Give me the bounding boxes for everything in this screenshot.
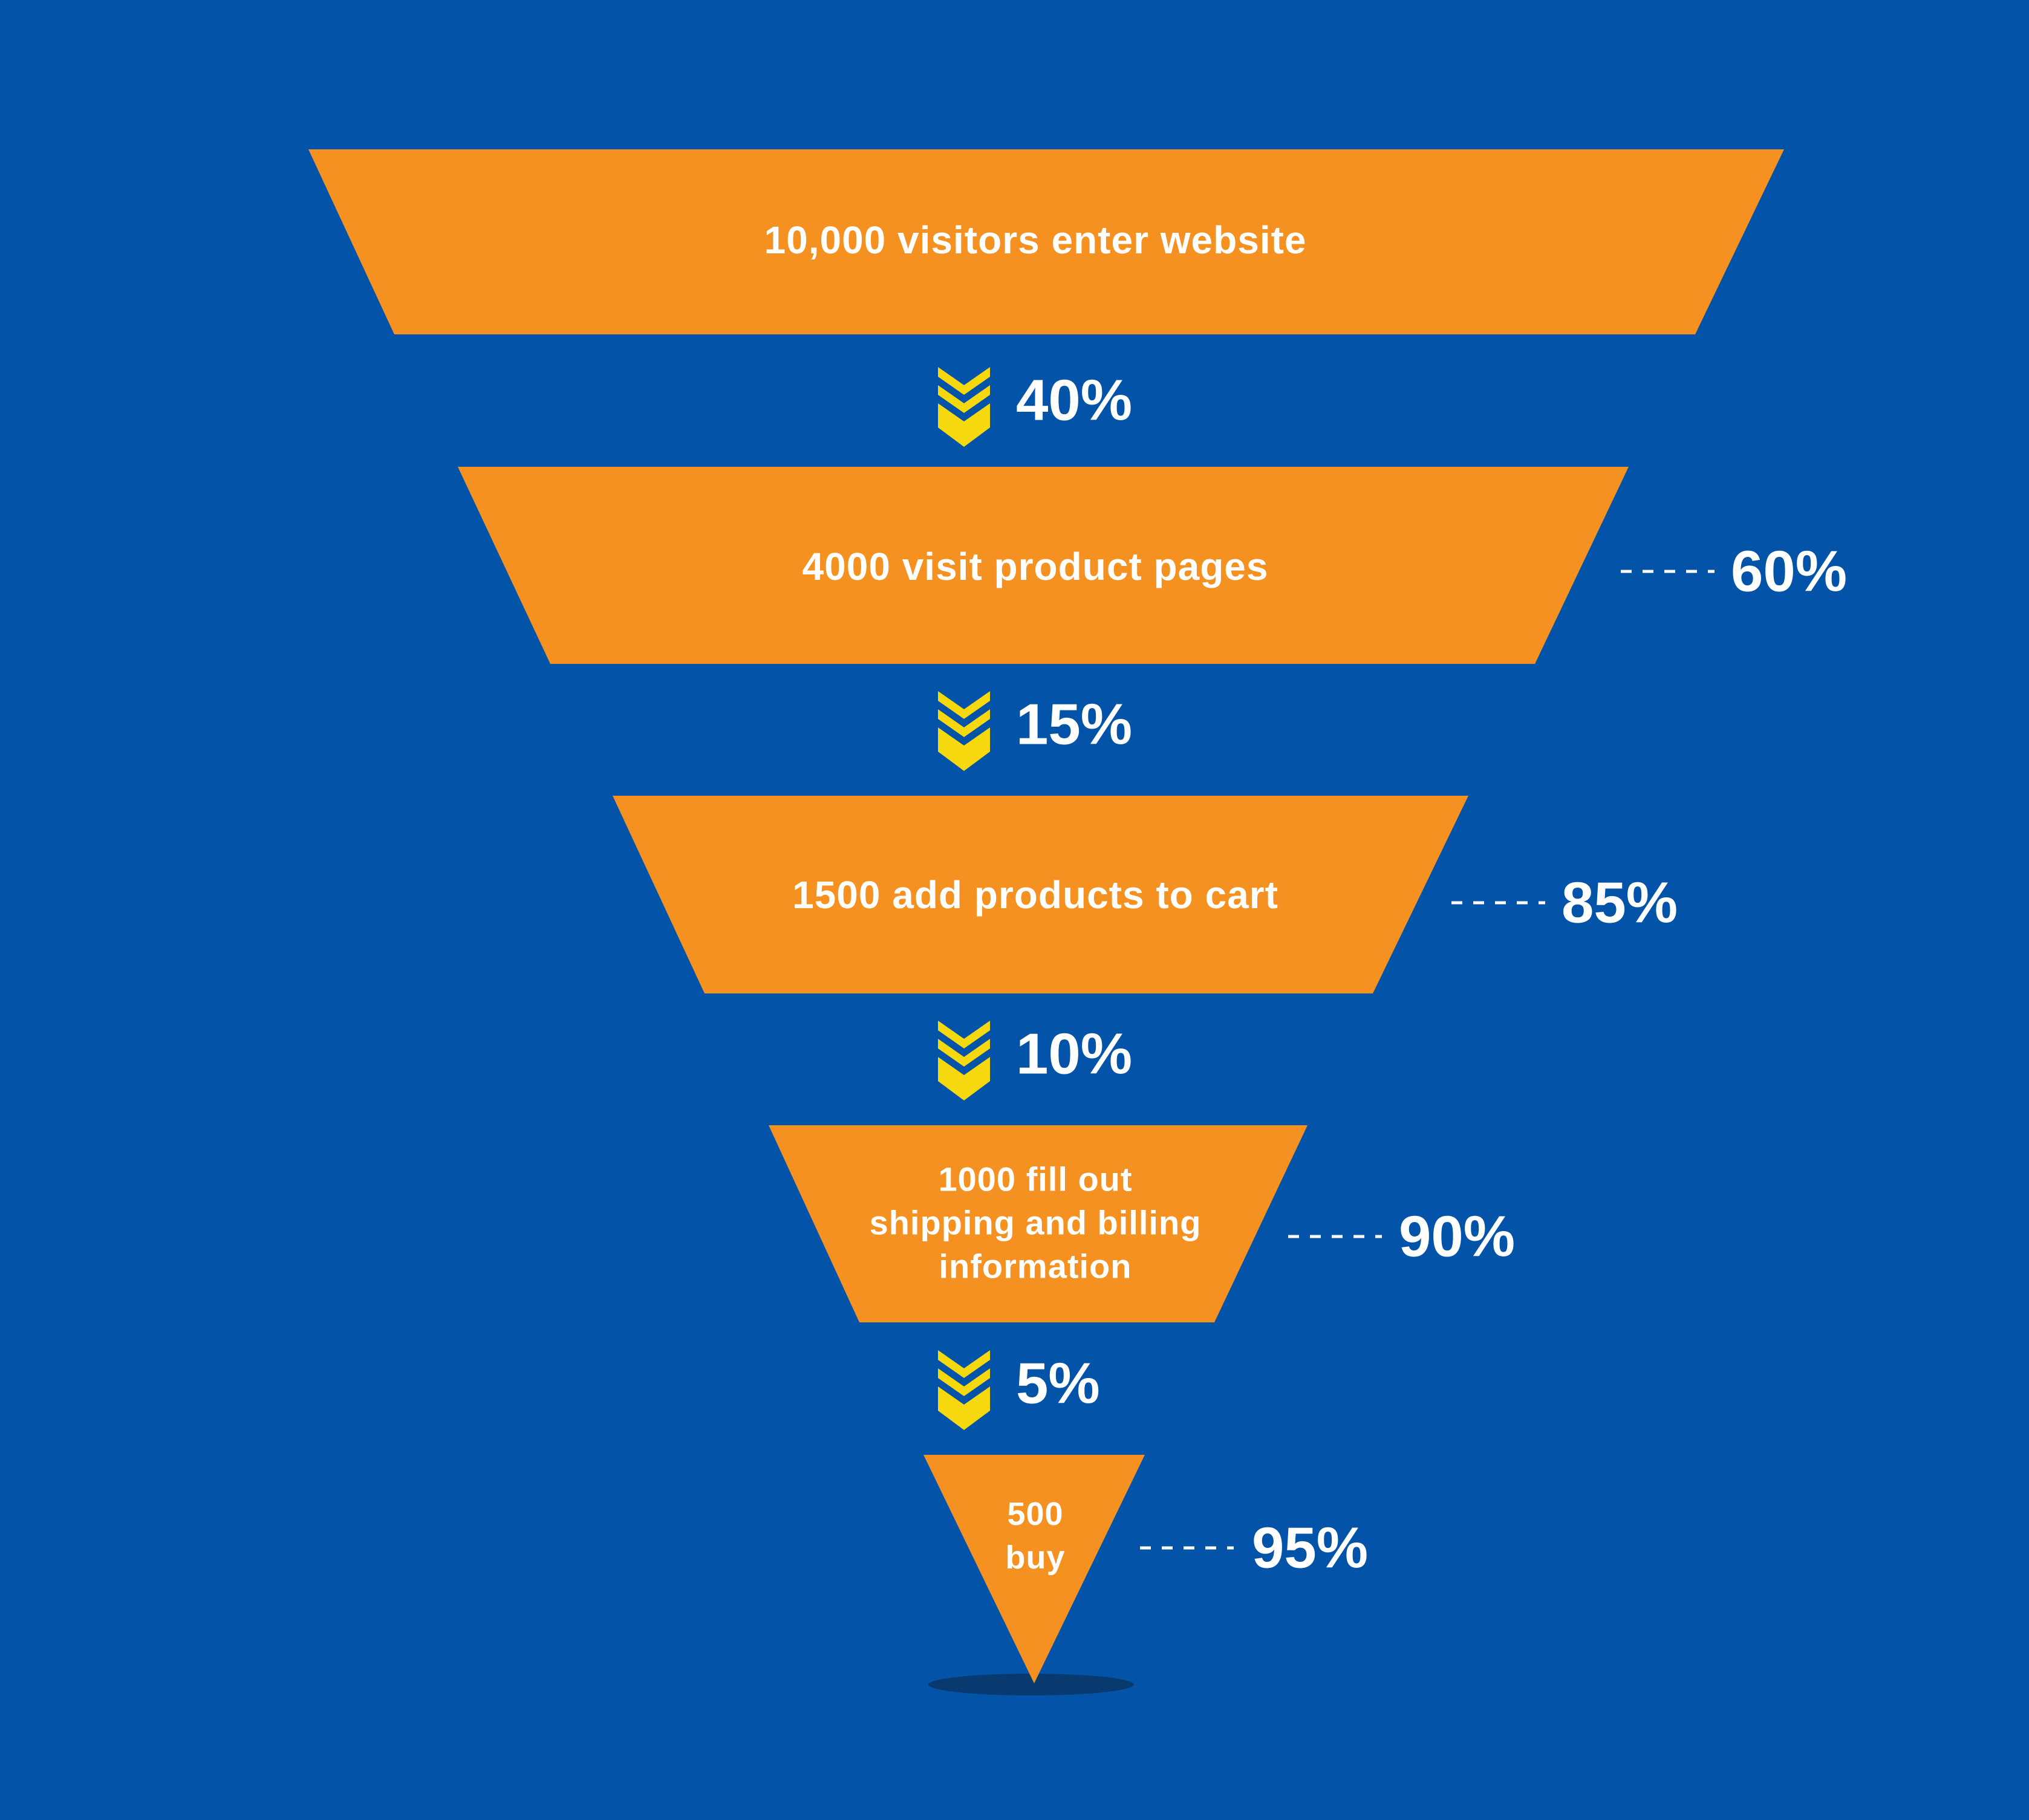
chevron-stripe (938, 1021, 990, 1048)
conversion-rate-3: 10% (1016, 1022, 1132, 1087)
funnel-stage-1 (308, 149, 1784, 334)
dropoff-rate-3: 90% (1399, 1204, 1515, 1269)
stage-5-label: 500 (1007, 1496, 1063, 1532)
chevron-down-icon (938, 691, 990, 771)
chevron-stripe (938, 1368, 990, 1396)
stage-4-label: information (939, 1247, 1132, 1285)
chevron-head (938, 727, 990, 771)
chevron-stripe (938, 709, 990, 737)
chevron-down-icon (938, 367, 990, 447)
conversion-rate-2: 15% (1016, 692, 1132, 757)
chevron-down-icon (938, 1021, 990, 1100)
dropoff-rate-1: 60% (1731, 539, 1847, 604)
stage-4-label: shipping and billing (870, 1204, 1202, 1242)
chevron-stripe (938, 385, 990, 413)
chevron-stripe (938, 1039, 990, 1067)
dropoff-rate-4: 95% (1252, 1516, 1368, 1581)
chevron-head (938, 1057, 990, 1100)
chevron-head (938, 403, 990, 447)
stage-2-label: 4000 visit product pages (803, 545, 1269, 588)
funnel-stage-2 (458, 467, 1629, 664)
funnel-stage-3 (613, 796, 1468, 993)
stage-3-label: 1500 add products to cart (792, 873, 1278, 917)
stage-1-label: 10,000 visitors enter website (764, 218, 1307, 262)
chevron-head (938, 1386, 990, 1430)
stage-5-label: buy (1005, 1539, 1065, 1576)
conversion-rate-1: 40% (1016, 368, 1132, 433)
stage-4-label: 1000 fill out (938, 1160, 1132, 1198)
funnel-tip-shadow (928, 1674, 1134, 1695)
chevron-stripe (938, 691, 990, 719)
funnel-stage-4 (769, 1125, 1308, 1322)
chevron-stripe (938, 1350, 990, 1378)
chevron-stripe (938, 367, 990, 395)
chevron-down-icon (938, 1350, 990, 1430)
funnel-stage-5 (923, 1455, 1145, 1683)
dropoff-rate-2: 85% (1562, 871, 1678, 935)
conversion-rate-4: 5% (1016, 1351, 1100, 1416)
